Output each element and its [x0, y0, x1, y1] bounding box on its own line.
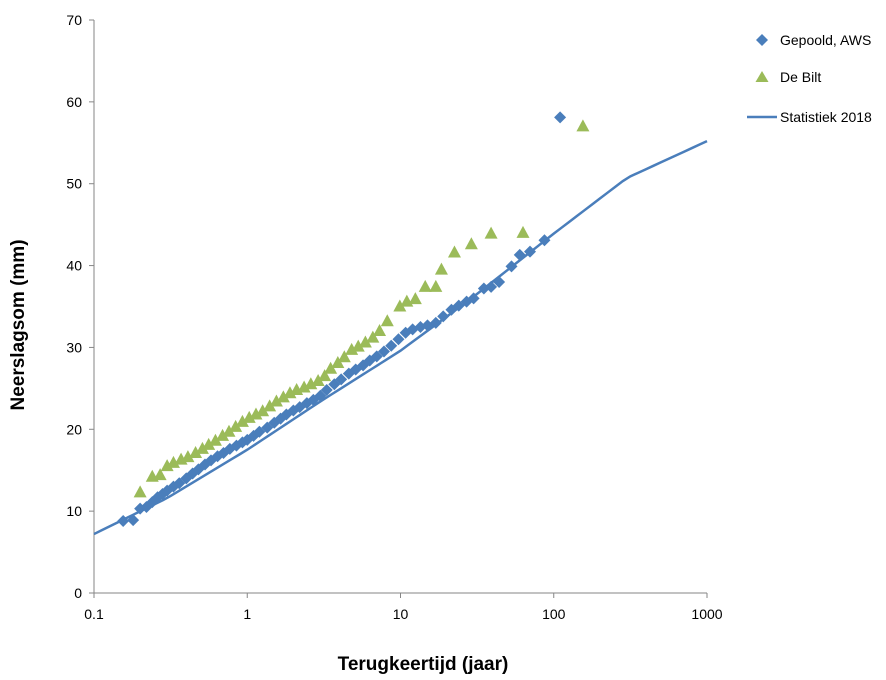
x-axis-title: Terugkeertijd (jaar) [338, 654, 509, 675]
data-point-de-bilt [324, 361, 338, 374]
series-line-statistiek-2018 [93, 140, 708, 536]
data-point-gepoold-aws [513, 248, 526, 261]
y-tick-label: 20 [66, 421, 82, 437]
data-point-de-bilt [464, 237, 478, 250]
data-point-de-bilt [484, 226, 498, 239]
data-point-de-bilt [393, 299, 407, 312]
data-point-de-bilt [516, 225, 530, 238]
statistiek-line-layer [93, 140, 708, 536]
data-point-de-bilt [380, 314, 394, 327]
data-point-de-bilt [160, 459, 174, 472]
data-point-de-bilt [263, 399, 277, 412]
data-point-de-bilt [283, 386, 297, 399]
y-tick-label: 30 [66, 339, 82, 355]
data-point-de-bilt [418, 279, 432, 292]
data-point-de-bilt [408, 292, 422, 305]
data-point-de-bilt [269, 394, 283, 407]
data-point-de-bilt [256, 404, 270, 417]
data-point-gepoold-aws [392, 333, 405, 346]
data-point-gepoold-aws [320, 383, 333, 396]
data-point-de-bilt [229, 419, 243, 432]
data-points-layer [117, 111, 590, 527]
data-point-gepoold-aws [429, 316, 442, 329]
legend-label-statistiek: Statistiek 2018 [780, 109, 872, 125]
data-point-gepoold-aws [127, 514, 140, 527]
y-tick-label: 70 [66, 12, 82, 28]
x-tick-label: 1 [243, 606, 251, 622]
data-point-gepoold-aws [467, 292, 480, 305]
data-point-de-bilt [429, 279, 443, 292]
data-point-de-bilt [242, 410, 256, 423]
data-point-gepoold-aws [377, 345, 390, 358]
data-point-de-bilt [434, 262, 448, 275]
data-point-de-bilt [166, 455, 180, 468]
data-point-gepoold-aws [370, 350, 383, 363]
data-point-de-bilt [297, 380, 311, 393]
data-point-de-bilt [189, 446, 203, 459]
y-tick-label: 60 [66, 94, 82, 110]
data-point-de-bilt [181, 450, 195, 463]
x-tick-label: 0.1 [84, 606, 104, 622]
legend-label-debilt: De Bilt [780, 69, 821, 85]
data-point-gepoold-aws [437, 310, 450, 323]
data-point-gepoold-aws [117, 514, 130, 527]
data-point-de-bilt [195, 441, 209, 454]
legend-marker-gepoold [756, 34, 768, 46]
data-point-de-bilt [447, 245, 461, 258]
data-point-de-bilt [133, 485, 147, 498]
data-point-de-bilt [311, 373, 325, 386]
data-point-de-bilt [208, 433, 222, 446]
y-tick-label: 0 [74, 585, 82, 601]
x-tick-label: 1000 [691, 606, 722, 622]
data-point-de-bilt [249, 407, 263, 420]
data-point-de-bilt [331, 355, 345, 368]
legend-label-gepoold: Gepoold, AWS [780, 32, 871, 48]
data-point-de-bilt [373, 324, 387, 337]
x-tick-label: 100 [542, 606, 566, 622]
data-point-de-bilt [153, 468, 167, 481]
data-point-de-bilt [202, 437, 216, 450]
data-point-de-bilt [222, 424, 236, 437]
data-point-gepoold-aws [335, 373, 348, 386]
data-point-de-bilt [337, 350, 351, 363]
data-point-de-bilt [358, 335, 372, 348]
x-tick-label: 10 [393, 606, 409, 622]
data-point-de-bilt [216, 428, 230, 441]
data-point-gepoold-aws [493, 275, 506, 288]
data-point-gepoold-aws [524, 245, 537, 258]
data-point-de-bilt [276, 390, 290, 403]
ticks: 0 10 20 30 40 50 60 70 0.1 1 10 100 1000 [66, 12, 722, 622]
data-point-gepoold-aws [505, 260, 518, 273]
data-point-gepoold-aws [385, 339, 398, 352]
data-point-gepoold-aws [554, 111, 567, 124]
y-tick-label: 40 [66, 258, 82, 274]
data-point-de-bilt [318, 369, 332, 382]
data-point-gepoold-aws [485, 280, 498, 293]
legend-marker-debilt [755, 71, 769, 82]
data-point-de-bilt [351, 339, 365, 352]
y-axis-title: Neerslagsom (mm) [8, 239, 29, 410]
y-tick-label: 50 [66, 176, 82, 192]
data-point-gepoold-aws [314, 389, 327, 402]
data-point-de-bilt [366, 330, 380, 343]
data-point-de-bilt [576, 119, 590, 132]
data-point-de-bilt [304, 377, 318, 390]
y-tick-label: 10 [66, 503, 82, 519]
data-point-de-bilt [235, 414, 249, 427]
data-point-de-bilt [345, 342, 359, 355]
legend: Gepoold, AWS De Bilt Statistiek 2018 [747, 32, 872, 125]
data-point-gepoold-aws [538, 234, 551, 247]
